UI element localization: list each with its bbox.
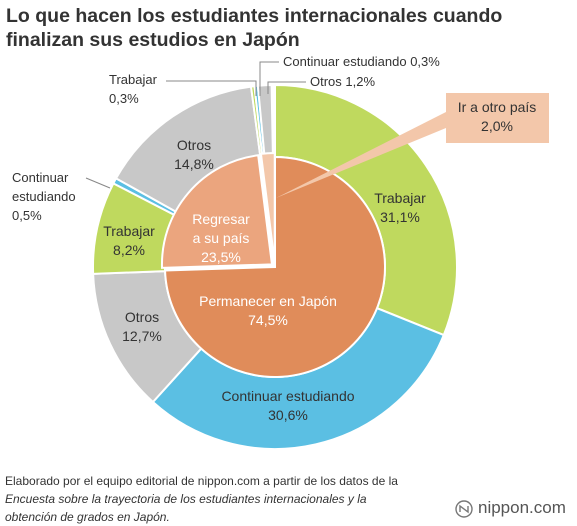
source-line2: Encuesta sobre la trayectoria de los est… <box>5 492 367 506</box>
source-line1: Elaborado por el equipo editorial de nip… <box>5 474 398 488</box>
leader-otros-otro-pais <box>267 81 306 94</box>
outer-label-otros-regresar: Otros 14,8% <box>174 137 214 172</box>
leader-continuar-otro-pais <box>259 61 279 96</box>
inner-label-permanecer: Permanecer en Japón 74,5% <box>199 293 337 328</box>
callout-pointer <box>276 112 446 198</box>
leader-lines <box>85 61 549 198</box>
nested-donut-chart: Permanecer en Japón 74,5% Regresar a su paí… <box>12 54 549 450</box>
inner-slice-regresar-a-su-pais <box>161 154 274 269</box>
source-line3: obtención de grados en Japón. <box>5 510 170 524</box>
chart-title: Lo que hacen los estudiantes internacion… <box>6 4 566 52</box>
nippon-logo-icon <box>455 500 473 518</box>
inner-slice-ir-a-otro-pais <box>259 152 276 264</box>
inner-ring <box>161 152 386 378</box>
slice-labels: Permanecer en Japón 74,5% Regresar a su paí… <box>12 54 536 423</box>
outer-label-trabajar-regresar: Trabajar 8,2% <box>103 223 155 258</box>
inner-slice-permanecer-en-japon <box>164 155 386 378</box>
brand-name: nippon.com <box>478 498 566 517</box>
source-note: Elaborado por el equipo editorial de nip… <box>5 472 485 526</box>
outer-label-continuar-regresar: Continuar estudiando 0,5% <box>12 170 76 223</box>
inner-label-ir-a-otro-pais: Ir a otro país 2,0% <box>458 99 537 134</box>
outer-label-trabajar-permanecer: Trabajar 31,1% <box>374 190 426 225</box>
leader-continuar-regresar <box>85 177 111 189</box>
chart-title-line1: Lo que hacen los estudiantes internacion… <box>6 5 503 27</box>
inner-label-regresar: Regresar a su país 23,5% <box>192 211 250 265</box>
outer-label-continuar-otro-pais: Continuar estudiando 0,3% <box>283 54 440 69</box>
callout-ir-a-otro-pais <box>446 93 549 143</box>
leader-trabajar-otro-pais <box>166 80 257 96</box>
chart-title-line2: finalizan sus estudios en Japón <box>6 29 300 51</box>
outer-label-otros-otro-pais: Otros 1,2% <box>310 74 375 89</box>
outer-label-trabajar-otro-pais: Trabajar 0,3% <box>109 72 158 106</box>
outer-label-otros-permanecer: Otros 12,7% <box>122 309 162 344</box>
outer-label-continuar-permanecer: Continuar estudiando 30,6% <box>221 388 354 423</box>
